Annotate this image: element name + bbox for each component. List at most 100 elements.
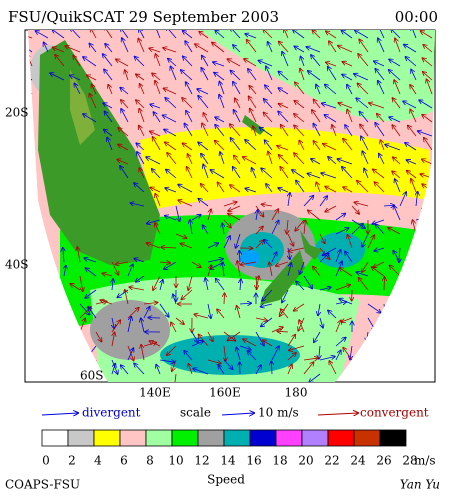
wind-arrow [89,94,97,109]
wind-arrow [393,251,401,263]
wind-arrow [294,153,305,165]
wind-arrow [316,85,321,95]
colorbar-box [353,429,381,447]
wind-arrow [375,224,385,235]
wind-arrow [423,72,433,81]
wind-arrow [406,160,417,165]
wind-arrow [100,300,113,305]
wind-arrow [335,337,346,347]
wind-arrow [223,219,231,228]
wind-arrow [180,243,193,249]
wind-arrow [295,82,305,95]
wind-arrow [202,123,209,137]
wind-arrow [288,193,290,207]
wind-arrow [163,48,177,53]
wind-arrow [375,69,385,81]
wind-arrow [121,109,129,123]
wind-arrow [137,152,145,165]
wind-arrow [394,206,401,221]
wind-arrow [375,123,385,137]
wind-arrow [388,228,401,235]
wind-arrow [362,233,369,247]
wind-arrow [300,69,305,81]
wind-arrow [83,114,97,123]
wind-arrow [135,57,145,67]
wind-arrow [287,335,295,347]
wind-arrow [378,30,385,39]
wind-arrow [107,137,113,151]
wind-arrow [321,173,337,179]
wind-arrow [255,226,263,235]
wind-arrow [337,159,353,165]
wind-arrow [136,74,145,81]
wind-arrow [258,61,273,67]
wind-arrow [141,318,145,333]
wind-arrow [361,136,369,151]
wind-arrow [215,117,225,123]
wind-arrow [165,98,177,109]
wind-arrow [357,181,369,193]
wind-arrow [198,96,209,109]
wind-arrow [271,346,279,361]
wind-arrow [112,332,115,347]
wind-arrow [219,95,225,109]
wind-arrow [357,83,369,95]
wind-arrow [404,45,417,53]
wind-arrow [178,185,193,193]
wind-arrow [359,278,369,291]
colorbar-tick: 16 [246,454,261,468]
wind-arrow [188,154,193,165]
wind-arrow [155,194,161,207]
wind-arrow [261,168,273,179]
wind-arrow [335,213,345,221]
wind-arrow [263,30,273,39]
wind-arrow [351,205,359,214]
lon-label: 160E [209,386,241,400]
wind-arrow [335,320,341,333]
wind-arrow [111,364,115,375]
wind-arrow [70,75,81,81]
wind-arrow [215,125,225,137]
wind-arrow [207,303,211,318]
wind-arrow [146,157,161,165]
wind-arrow [163,115,177,123]
wind-arrow [207,331,213,341]
wind-arrow [312,30,321,39]
wind-arrow [287,364,292,375]
wind-arrow [378,38,385,53]
wind-arrow [163,88,177,95]
wind-arrow [166,169,177,179]
wind-arrow [191,261,201,267]
wind-arrow [35,31,49,39]
wind-arrow [311,159,321,165]
wind-arrow [313,124,321,137]
wind-arrow [118,145,129,151]
wind-arrow [207,359,221,364]
wind-arrow [112,279,113,291]
wind-arrow [399,192,406,207]
colorbar-box [223,429,251,447]
wind-arrow [150,104,161,109]
wind-arrow [378,81,385,95]
wind-arrow [199,32,209,39]
wind-arrow [240,261,257,265]
wind-arrow [294,114,305,123]
wind-arrow [329,41,337,53]
wind-arrow [319,196,327,207]
wind-arrow [74,83,81,95]
wind-arrow [403,101,417,109]
wind-arrow [295,219,305,231]
wind-arrow [55,55,65,67]
wind-arrow [271,361,272,375]
wind-arrow [73,55,81,67]
wind-arrow [168,59,177,67]
wind-arrow [392,171,401,179]
wind-arrow [105,44,113,53]
wind-arrow [70,30,81,39]
wind-arrow [153,137,161,151]
wind-arrow [410,109,417,123]
wind-arrow [223,202,237,207]
wind-arrow [299,140,305,151]
wind-arrow [127,317,131,333]
wind-arrow [155,54,161,67]
